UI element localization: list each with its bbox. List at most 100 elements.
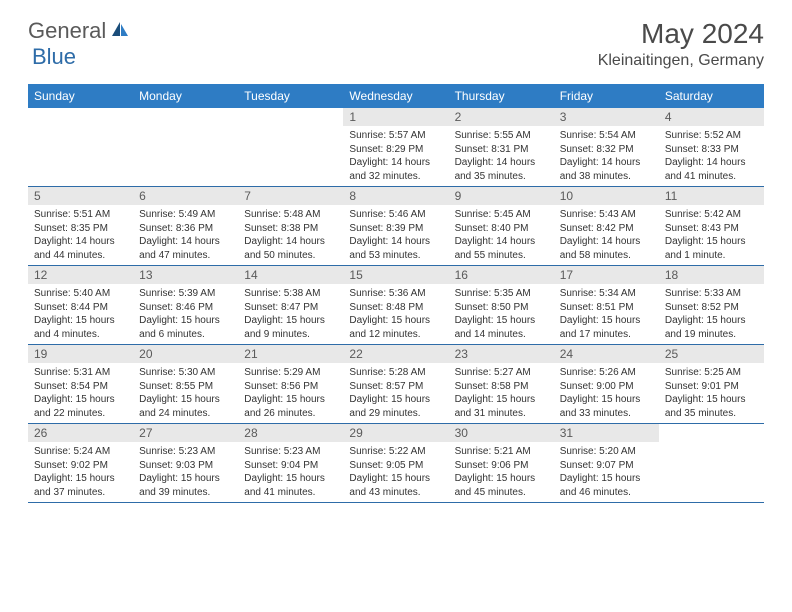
day-info-line: Sunrise: 5:20 AM bbox=[560, 445, 653, 459]
weekday-header-row: SundayMondayTuesdayWednesdayThursdayFrid… bbox=[28, 84, 764, 108]
day-cell: 14Sunrise: 5:38 AMSunset: 8:47 PMDayligh… bbox=[238, 266, 343, 344]
day-info-line: Sunrise: 5:24 AM bbox=[34, 445, 127, 459]
day-content: Sunrise: 5:20 AMSunset: 9:07 PMDaylight:… bbox=[554, 442, 659, 502]
day-number: 8 bbox=[343, 187, 448, 205]
day-content: Sunrise: 5:27 AMSunset: 8:58 PMDaylight:… bbox=[449, 363, 554, 423]
day-info-line: Sunrise: 5:51 AM bbox=[34, 208, 127, 222]
day-info-line: Sunset: 9:02 PM bbox=[34, 459, 127, 473]
location-text: Kleinaitingen, Germany bbox=[598, 52, 764, 70]
day-info-line: Sunrise: 5:57 AM bbox=[349, 129, 442, 143]
day-number: 20 bbox=[133, 345, 238, 363]
day-number: 6 bbox=[133, 187, 238, 205]
day-number: 30 bbox=[449, 424, 554, 442]
day-number: 3 bbox=[554, 108, 659, 126]
day-content: Sunrise: 5:21 AMSunset: 9:06 PMDaylight:… bbox=[449, 442, 554, 502]
day-cell: 30Sunrise: 5:21 AMSunset: 9:06 PMDayligh… bbox=[449, 424, 554, 502]
day-info-line: Daylight: 15 hours and 4 minutes. bbox=[34, 314, 127, 341]
day-info-line: Sunset: 9:07 PM bbox=[560, 459, 653, 473]
day-info-line: Daylight: 14 hours and 47 minutes. bbox=[139, 235, 232, 262]
day-content: Sunrise: 5:52 AMSunset: 8:33 PMDaylight:… bbox=[659, 126, 764, 186]
day-info-line: Sunset: 8:57 PM bbox=[349, 380, 442, 394]
day-info-line: Daylight: 15 hours and 41 minutes. bbox=[244, 472, 337, 499]
weekday-header: Sunday bbox=[28, 84, 133, 108]
day-info-line: Daylight: 15 hours and 43 minutes. bbox=[349, 472, 442, 499]
day-info-line: Daylight: 15 hours and 14 minutes. bbox=[455, 314, 548, 341]
day-cell: 28Sunrise: 5:23 AMSunset: 9:04 PMDayligh… bbox=[238, 424, 343, 502]
day-cell: 7Sunrise: 5:48 AMSunset: 8:38 PMDaylight… bbox=[238, 187, 343, 265]
day-cell: 15Sunrise: 5:36 AMSunset: 8:48 PMDayligh… bbox=[343, 266, 448, 344]
day-number: 2 bbox=[449, 108, 554, 126]
day-number: 12 bbox=[28, 266, 133, 284]
day-info-line: Daylight: 15 hours and 1 minute. bbox=[665, 235, 758, 262]
day-content: Sunrise: 5:24 AMSunset: 9:02 PMDaylight:… bbox=[28, 442, 133, 502]
week-row: 19Sunrise: 5:31 AMSunset: 8:54 PMDayligh… bbox=[28, 345, 764, 424]
day-number: 9 bbox=[449, 187, 554, 205]
day-content: Sunrise: 5:29 AMSunset: 8:56 PMDaylight:… bbox=[238, 363, 343, 423]
day-cell: 23Sunrise: 5:27 AMSunset: 8:58 PMDayligh… bbox=[449, 345, 554, 423]
day-info-line: Sunset: 9:03 PM bbox=[139, 459, 232, 473]
week-row: 12Sunrise: 5:40 AMSunset: 8:44 PMDayligh… bbox=[28, 266, 764, 345]
day-info-line: Sunrise: 5:23 AM bbox=[244, 445, 337, 459]
day-number: 27 bbox=[133, 424, 238, 442]
day-cell: 11Sunrise: 5:42 AMSunset: 8:43 PMDayligh… bbox=[659, 187, 764, 265]
day-info-line: Sunset: 9:04 PM bbox=[244, 459, 337, 473]
day-number: 17 bbox=[554, 266, 659, 284]
logo-text-general: General bbox=[28, 18, 106, 44]
day-info-line: Daylight: 15 hours and 19 minutes. bbox=[665, 314, 758, 341]
day-info-line: Daylight: 15 hours and 33 minutes. bbox=[560, 393, 653, 420]
day-info-line: Daylight: 14 hours and 53 minutes. bbox=[349, 235, 442, 262]
day-info-line: Sunset: 8:39 PM bbox=[349, 222, 442, 236]
day-info-line: Daylight: 15 hours and 26 minutes. bbox=[244, 393, 337, 420]
day-info-line: Sunset: 9:01 PM bbox=[665, 380, 758, 394]
weekday-header: Saturday bbox=[659, 84, 764, 108]
title-block: May 2024 Kleinaitingen, Germany bbox=[598, 18, 764, 70]
day-number: 16 bbox=[449, 266, 554, 284]
day-info-line: Daylight: 15 hours and 35 minutes. bbox=[665, 393, 758, 420]
day-info-line: Sunset: 9:00 PM bbox=[560, 380, 653, 394]
day-number: 10 bbox=[554, 187, 659, 205]
day-cell: 18Sunrise: 5:33 AMSunset: 8:52 PMDayligh… bbox=[659, 266, 764, 344]
logo: General bbox=[28, 18, 132, 44]
day-info-line: Sunrise: 5:49 AM bbox=[139, 208, 232, 222]
day-info-line: Sunrise: 5:48 AM bbox=[244, 208, 337, 222]
day-content: Sunrise: 5:34 AMSunset: 8:51 PMDaylight:… bbox=[554, 284, 659, 344]
day-info-line: Sunrise: 5:36 AM bbox=[349, 287, 442, 301]
day-content: Sunrise: 5:22 AMSunset: 9:05 PMDaylight:… bbox=[343, 442, 448, 502]
day-content: Sunrise: 5:25 AMSunset: 9:01 PMDaylight:… bbox=[659, 363, 764, 423]
day-info-line: Daylight: 15 hours and 22 minutes. bbox=[34, 393, 127, 420]
day-info-line: Daylight: 15 hours and 12 minutes. bbox=[349, 314, 442, 341]
day-info-line: Sunrise: 5:33 AM bbox=[665, 287, 758, 301]
day-number: 15 bbox=[343, 266, 448, 284]
day-cell: 12Sunrise: 5:40 AMSunset: 8:44 PMDayligh… bbox=[28, 266, 133, 344]
day-info-line: Daylight: 14 hours and 32 minutes. bbox=[349, 156, 442, 183]
day-info-line: Sunset: 8:48 PM bbox=[349, 301, 442, 315]
day-info-line: Sunrise: 5:21 AM bbox=[455, 445, 548, 459]
day-info-line: Sunset: 8:33 PM bbox=[665, 143, 758, 157]
day-info-line: Sunset: 9:05 PM bbox=[349, 459, 442, 473]
day-info-line: Daylight: 14 hours and 44 minutes. bbox=[34, 235, 127, 262]
day-content: Sunrise: 5:30 AMSunset: 8:55 PMDaylight:… bbox=[133, 363, 238, 423]
day-info-line: Sunset: 8:35 PM bbox=[34, 222, 127, 236]
day-info-line: Sunset: 8:40 PM bbox=[455, 222, 548, 236]
day-content: Sunrise: 5:36 AMSunset: 8:48 PMDaylight:… bbox=[343, 284, 448, 344]
day-info-line: Sunset: 8:56 PM bbox=[244, 380, 337, 394]
day-info-line: Sunrise: 5:22 AM bbox=[349, 445, 442, 459]
day-info-line: Daylight: 15 hours and 31 minutes. bbox=[455, 393, 548, 420]
day-content: Sunrise: 5:55 AMSunset: 8:31 PMDaylight:… bbox=[449, 126, 554, 186]
day-cell: 25Sunrise: 5:25 AMSunset: 9:01 PMDayligh… bbox=[659, 345, 764, 423]
day-info-line: Sunset: 8:43 PM bbox=[665, 222, 758, 236]
day-cell bbox=[238, 108, 343, 186]
day-info-line: Sunrise: 5:25 AM bbox=[665, 366, 758, 380]
day-info-line: Sunset: 8:31 PM bbox=[455, 143, 548, 157]
day-number: 1 bbox=[343, 108, 448, 126]
day-cell: 13Sunrise: 5:39 AMSunset: 8:46 PMDayligh… bbox=[133, 266, 238, 344]
weekday-header: Monday bbox=[133, 84, 238, 108]
day-cell: 16Sunrise: 5:35 AMSunset: 8:50 PMDayligh… bbox=[449, 266, 554, 344]
weekday-header: Thursday bbox=[449, 84, 554, 108]
day-number: 23 bbox=[449, 345, 554, 363]
day-number: 25 bbox=[659, 345, 764, 363]
day-info-line: Sunrise: 5:46 AM bbox=[349, 208, 442, 222]
day-info-line: Sunrise: 5:34 AM bbox=[560, 287, 653, 301]
day-info-line: Sunrise: 5:54 AM bbox=[560, 129, 653, 143]
day-info-line: Sunrise: 5:40 AM bbox=[34, 287, 127, 301]
